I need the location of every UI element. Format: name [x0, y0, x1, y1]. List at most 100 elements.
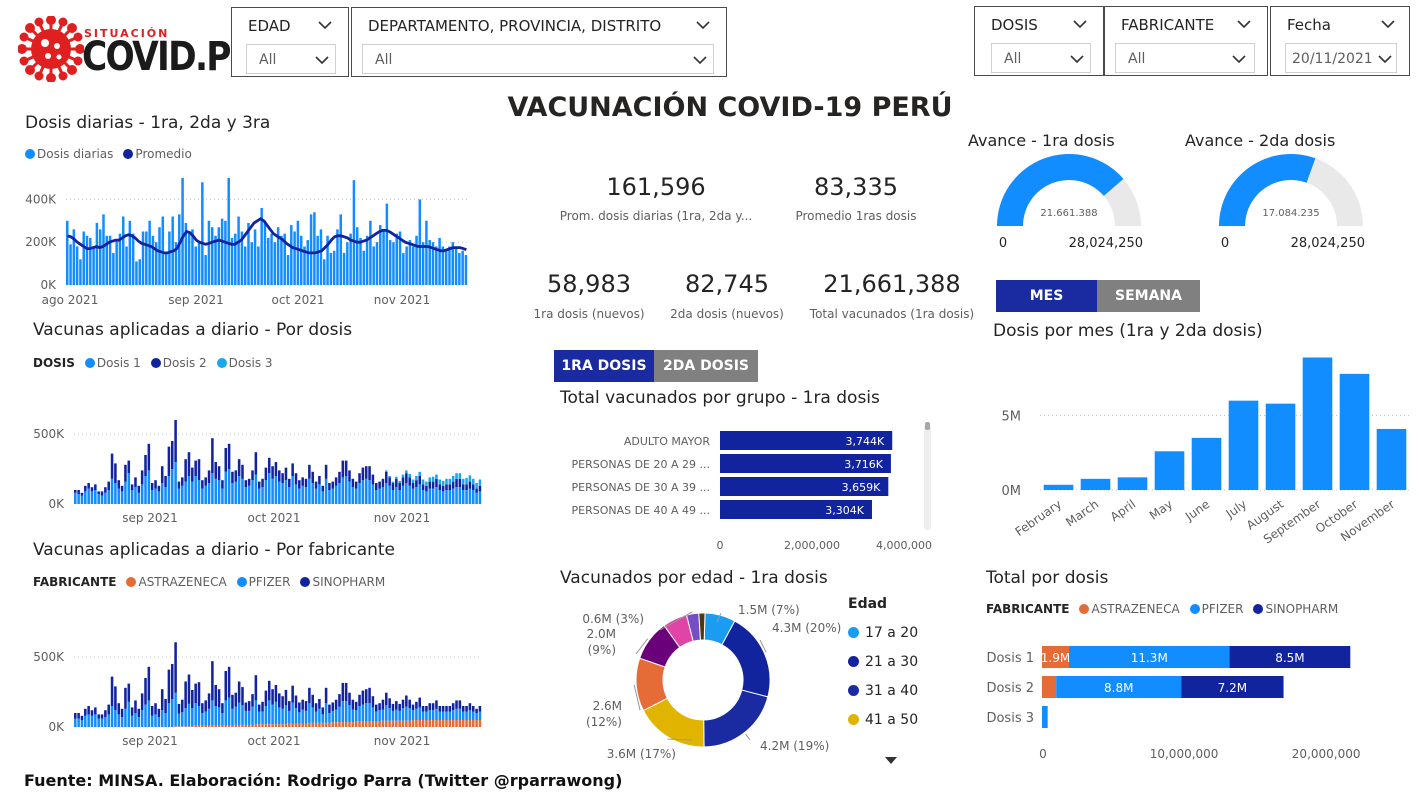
daily-bar — [112, 252, 115, 285]
legend-item[interactable]: SINOPHARM — [300, 575, 385, 589]
stacked-bar-segment — [368, 687, 371, 704]
stacked-bar-segment — [174, 726, 177, 727]
daily-bar — [309, 214, 313, 285]
stacked-bar-segment — [408, 485, 411, 504]
daily-bar — [102, 214, 105, 285]
daily-bar — [362, 250, 366, 285]
chevron-down-icon[interactable] — [318, 20, 332, 30]
stacked-bar-segment — [90, 491, 94, 504]
stacked-bar-segment — [391, 490, 395, 504]
stacked-bar-segment — [241, 478, 244, 504]
kpi-value: 161,596 — [606, 173, 706, 201]
stacked-bar-segment — [197, 682, 201, 706]
stacked-bar-segment — [334, 485, 338, 504]
daily-bar — [257, 246, 260, 285]
stacked-bar-segment — [364, 689, 368, 704]
legend-item[interactable]: 31 a 40 — [848, 676, 918, 705]
y-tick-label: 500K — [33, 427, 65, 441]
daily-bar — [253, 229, 257, 285]
stacked-bar-segment — [130, 484, 134, 490]
toggle-semana[interactable]: SEMANA — [1097, 280, 1200, 312]
legend-item[interactable]: ASTRAZENECA — [126, 575, 227, 589]
stacked-bar-segment — [341, 682, 345, 702]
slicer-fecha-dropdown[interactable]: 20/11/2021 — [1285, 43, 1397, 73]
stacked-bar-segment — [328, 483, 331, 490]
stacked-bar-segment — [174, 420, 177, 462]
stacked-bar-segment — [475, 488, 478, 493]
stacked-bar-segment — [448, 478, 452, 485]
stacked-bar-segment — [448, 484, 452, 490]
slicer-fabricante-dropdown[interactable]: All — [1115, 43, 1255, 73]
chevron-down-icon[interactable] — [696, 20, 710, 30]
category-label: Dosis 1 — [986, 651, 1034, 666]
stacked-bar-segment — [291, 702, 294, 724]
legend-item[interactable]: SINOPHARM — [1253, 602, 1338, 616]
chevron-down-icon[interactable] — [1237, 19, 1251, 29]
slicer-region[interactable]: DEPARTAMENTO, PROVINCIA, DISTRITO All — [351, 7, 727, 77]
data-label: 3,659K — [842, 481, 881, 494]
stacked-bar-segment — [201, 703, 204, 713]
toggle-1ra-dosis[interactable]: 1RA DOSIS — [554, 350, 654, 382]
stacked-bar-segment — [100, 491, 104, 496]
stacked-bar-segment — [468, 720, 472, 727]
legend-item[interactable]: Promedio — [123, 147, 192, 161]
stacked-bar-segment — [174, 642, 177, 693]
legend-item[interactable]: 17 a 20 — [848, 618, 918, 647]
stacked-bar-segment — [170, 441, 174, 469]
chevron-down-icon[interactable] — [1381, 19, 1395, 29]
stacked-bar-segment — [291, 476, 294, 504]
stacked-bar-segment — [331, 481, 335, 489]
chevron-down-icon[interactable] — [1232, 54, 1246, 64]
stacked-bar-segment — [441, 720, 445, 727]
stacked-bar-segment — [471, 720, 475, 727]
legend-item[interactable]: 21 a 30 — [848, 647, 918, 676]
legend-item[interactable]: Dosis 3 — [216, 356, 273, 370]
x-tick-label: sep 2021 — [122, 734, 178, 748]
stacked-bar-segment — [184, 681, 187, 709]
stacked-bar-segment — [247, 724, 251, 727]
toggle-mes[interactable]: MES — [996, 280, 1097, 312]
legend-dot — [84, 358, 95, 368]
legend-scroll-down-icon[interactable] — [884, 756, 898, 765]
stacked-bar-segment — [110, 478, 114, 504]
stacked-bar-segment — [468, 703, 472, 711]
daily-bar — [197, 242, 201, 285]
slicer-edad-dropdown[interactable]: All — [246, 44, 336, 74]
legend-dot — [126, 577, 137, 587]
data-label: 8.8M — [1104, 681, 1133, 695]
stacked-bar-segment — [97, 714, 100, 719]
stacked-bar-segment — [418, 697, 422, 708]
slicer-region-dropdown[interactable]: All — [362, 44, 714, 74]
stacked-bar-segment — [361, 721, 365, 727]
chevron-down-icon[interactable] — [693, 55, 707, 65]
chevron-down-icon[interactable] — [1378, 54, 1392, 64]
stacked-bar-segment — [371, 696, 375, 708]
stacked-bar-segment — [415, 487, 418, 504]
stacked-bar-segment — [204, 700, 207, 712]
legend-item[interactable]: PFIZER — [1189, 602, 1243, 616]
stacked-bar-segment — [405, 695, 408, 707]
stacked-bar-segment — [418, 707, 422, 720]
stacked-bar-segment — [475, 713, 478, 720]
daily-bar — [323, 259, 326, 285]
legend-item[interactable]: PFIZER — [236, 575, 290, 589]
stacked-bar-segment — [294, 723, 298, 727]
legend-item[interactable]: Dosis 1 — [84, 356, 141, 370]
stacked-bar-segment — [411, 710, 415, 720]
slicer-edad[interactable]: EDAD All — [231, 7, 349, 77]
legend-item[interactable]: Dosis 2 — [150, 356, 207, 370]
stacked-bar-segment — [311, 707, 314, 723]
x-tick-label: sep 2021 — [168, 293, 224, 307]
chevron-down-icon[interactable] — [1073, 19, 1087, 29]
slicer-fecha[interactable]: Fecha 20/11/2021 — [1270, 6, 1410, 76]
stacked-bar-segment — [191, 726, 194, 727]
toggle-2da-dosis[interactable]: 2DA DOSIS — [654, 350, 758, 382]
legend-item[interactable]: ASTRAZENECA — [1079, 602, 1180, 616]
slicer-dosis[interactable]: DOSIS All — [974, 6, 1104, 76]
slicer-fabricante[interactable]: FABRICANTE All — [1104, 6, 1268, 76]
legend-item[interactable]: Dosis diarias — [25, 147, 113, 161]
chevron-down-icon[interactable] — [1070, 54, 1084, 64]
legend-item[interactable]: 41 a 50 — [848, 705, 918, 734]
slicer-dosis-dropdown[interactable]: All — [991, 43, 1091, 73]
chevron-down-icon[interactable] — [315, 55, 329, 65]
